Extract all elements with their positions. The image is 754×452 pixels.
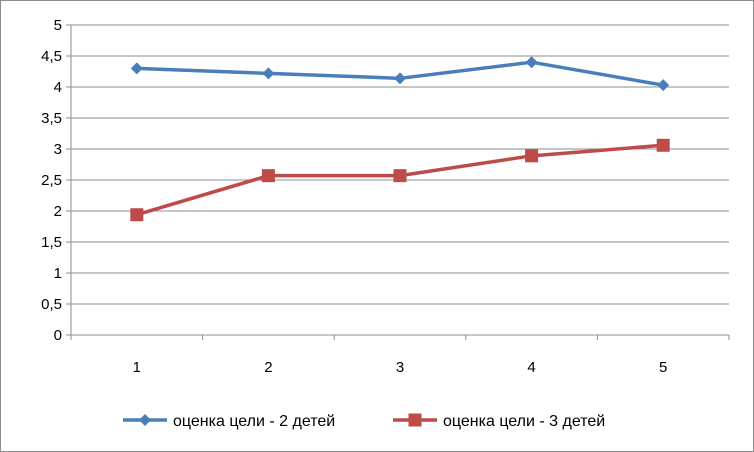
gridlines <box>71 24 729 305</box>
legend-marker <box>408 413 422 427</box>
y-tick-label: 1 <box>54 265 62 282</box>
y-tick-label: 3 <box>54 141 62 158</box>
data-point <box>393 169 407 183</box>
legend-entry: оценка цели - 2 детей <box>123 413 335 430</box>
x-axis-tick-labels: 1 2 3 4 5 <box>133 359 668 376</box>
legend-entry: оценка цели - 3 детей <box>393 413 605 430</box>
series-lines <box>130 56 670 222</box>
data-point <box>657 79 670 92</box>
data-point <box>394 72 406 85</box>
x-tick-label: 1 <box>133 359 141 376</box>
data-point <box>525 149 539 163</box>
data-point <box>525 56 538 69</box>
data-point <box>130 208 144 222</box>
data-point <box>261 169 275 183</box>
legend-label: оценка цели - 2 детей <box>173 413 335 430</box>
y-tick-label: 0,5 <box>41 296 62 313</box>
x-tick-label: 5 <box>659 359 667 376</box>
y-tick-label: 0 <box>54 327 62 344</box>
legend: оценка цели - 2 детей оценка цели - 3 дет… <box>123 413 605 430</box>
x-tick-label: 2 <box>264 359 272 376</box>
y-tick-label: 5 <box>54 17 62 34</box>
y-tick-label: 2 <box>54 203 62 220</box>
y-tick-label: 3,5 <box>41 110 62 127</box>
series-2 <box>130 138 670 222</box>
y-axis-tick-labels: 0 0,5 1 1,5 2 2,5 3 3,5 4 4,5 5 <box>41 17 62 344</box>
y-tick-label: 4 <box>54 79 62 96</box>
series-1 <box>130 56 670 92</box>
axes <box>66 24 730 340</box>
legend-label: оценка цели - 3 детей <box>443 413 605 430</box>
y-tick-label: 2,5 <box>41 172 62 189</box>
x-tick-label: 4 <box>527 359 535 376</box>
data-point <box>130 62 143 75</box>
x-tick-label: 3 <box>396 359 404 376</box>
data-point <box>262 67 275 80</box>
y-tick-label: 1,5 <box>41 234 62 251</box>
legend-marker <box>139 414 151 426</box>
data-point <box>656 138 670 152</box>
y-tick-label: 4,5 <box>41 48 62 65</box>
